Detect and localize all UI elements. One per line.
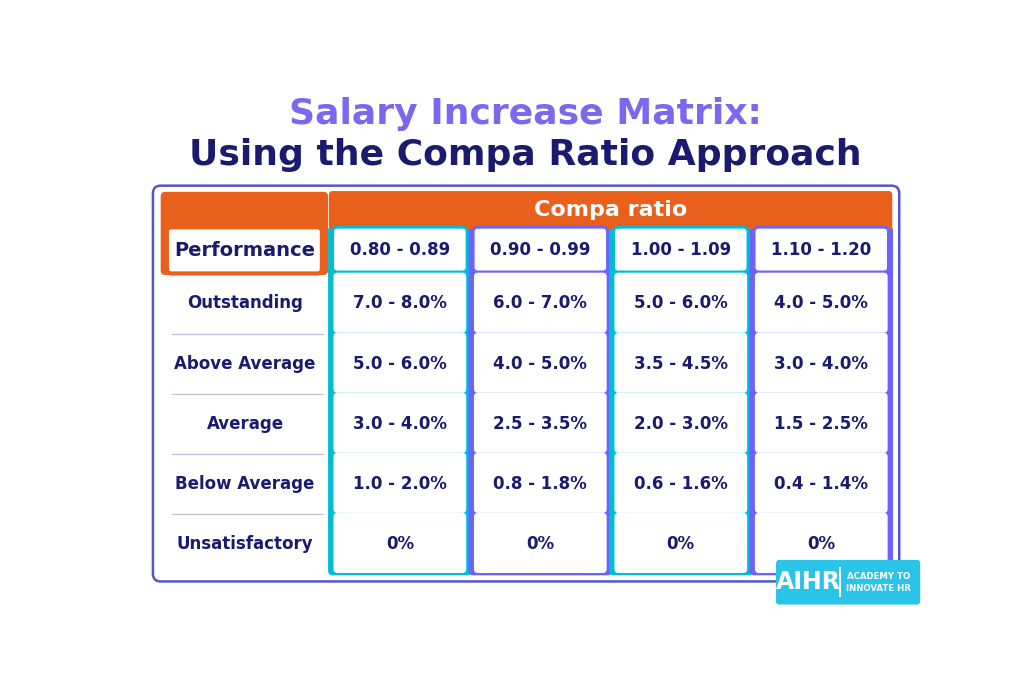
FancyBboxPatch shape — [474, 333, 607, 393]
Text: 0.8 - 1.8%: 0.8 - 1.8% — [493, 475, 587, 492]
Text: 3.0 - 4.0%: 3.0 - 4.0% — [774, 355, 868, 373]
FancyBboxPatch shape — [167, 227, 322, 274]
FancyBboxPatch shape — [333, 227, 467, 272]
FancyBboxPatch shape — [474, 453, 607, 513]
FancyBboxPatch shape — [614, 393, 747, 453]
Text: 5.0 - 6.0%: 5.0 - 6.0% — [633, 294, 728, 313]
FancyBboxPatch shape — [329, 191, 893, 229]
Text: Outstanding: Outstanding — [188, 294, 303, 313]
Text: 0.4 - 1.4%: 0.4 - 1.4% — [774, 475, 868, 492]
Text: Unsatisfactory: Unsatisfactory — [177, 535, 314, 553]
FancyBboxPatch shape — [754, 393, 888, 453]
FancyBboxPatch shape — [776, 560, 920, 605]
Text: 1.10 - 1.20: 1.10 - 1.20 — [771, 241, 871, 259]
FancyBboxPatch shape — [468, 225, 612, 575]
Text: 0%: 0% — [526, 535, 555, 553]
FancyBboxPatch shape — [474, 393, 607, 453]
Text: 1.00 - 1.09: 1.00 - 1.09 — [630, 241, 731, 259]
FancyBboxPatch shape — [749, 225, 893, 575]
Text: 1.5 - 2.5%: 1.5 - 2.5% — [774, 415, 868, 432]
FancyBboxPatch shape — [614, 227, 748, 272]
FancyBboxPatch shape — [609, 225, 752, 575]
Text: 1.0 - 2.0%: 1.0 - 2.0% — [353, 475, 447, 492]
FancyBboxPatch shape — [474, 227, 608, 272]
Text: Below Average: Below Average — [175, 475, 315, 492]
Text: Using the Compa Ratio Approach: Using the Compa Ratio Approach — [189, 138, 862, 172]
FancyBboxPatch shape — [333, 272, 466, 333]
Text: Average: Average — [207, 415, 284, 432]
Text: 6.0 - 7.0%: 6.0 - 7.0% — [493, 294, 587, 313]
Text: Compa ratio: Compa ratio — [534, 200, 687, 221]
Text: 0.6 - 1.6%: 0.6 - 1.6% — [633, 475, 728, 492]
Text: 5.0 - 6.0%: 5.0 - 6.0% — [353, 355, 447, 373]
FancyBboxPatch shape — [614, 333, 747, 393]
Text: Salary Increase Matrix:: Salary Increase Matrix: — [289, 97, 762, 131]
Text: 0.80 - 0.89: 0.80 - 0.89 — [350, 241, 450, 259]
Text: 4.0 - 5.0%: 4.0 - 5.0% — [774, 294, 868, 313]
Text: 2.5 - 3.5%: 2.5 - 3.5% — [493, 415, 587, 432]
FancyBboxPatch shape — [754, 453, 888, 513]
FancyBboxPatch shape — [474, 272, 607, 333]
FancyBboxPatch shape — [754, 272, 888, 333]
FancyBboxPatch shape — [754, 227, 889, 272]
Text: 0.90 - 0.99: 0.90 - 0.99 — [490, 241, 590, 259]
Text: 0%: 0% — [808, 535, 835, 553]
Text: Performance: Performance — [174, 241, 315, 260]
Text: ACADEMY TO
INNOVATE HR: ACADEMY TO INNOVATE HR — [846, 572, 911, 592]
FancyBboxPatch shape — [333, 393, 466, 453]
Text: Above Average: Above Average — [174, 355, 316, 373]
FancyBboxPatch shape — [754, 333, 888, 393]
FancyBboxPatch shape — [614, 513, 747, 573]
FancyBboxPatch shape — [754, 513, 888, 573]
Text: 3.0 - 4.0%: 3.0 - 4.0% — [353, 415, 447, 432]
FancyBboxPatch shape — [333, 333, 466, 393]
FancyBboxPatch shape — [328, 225, 472, 575]
Text: 4.0 - 5.0%: 4.0 - 5.0% — [493, 355, 587, 373]
FancyBboxPatch shape — [474, 513, 607, 573]
Text: 3.5 - 4.5%: 3.5 - 4.5% — [633, 355, 728, 373]
Text: 2.0 - 3.0%: 2.0 - 3.0% — [633, 415, 728, 432]
Text: AIHR: AIHR — [776, 570, 840, 595]
FancyBboxPatch shape — [153, 186, 899, 582]
FancyBboxPatch shape — [614, 272, 747, 333]
FancyBboxPatch shape — [333, 453, 466, 513]
FancyBboxPatch shape — [333, 513, 466, 573]
Text: 0%: 0% — [666, 535, 695, 553]
FancyBboxPatch shape — [161, 192, 328, 275]
Text: 7.0 - 8.0%: 7.0 - 8.0% — [353, 294, 447, 313]
FancyBboxPatch shape — [614, 453, 747, 513]
Text: 0%: 0% — [385, 535, 414, 553]
